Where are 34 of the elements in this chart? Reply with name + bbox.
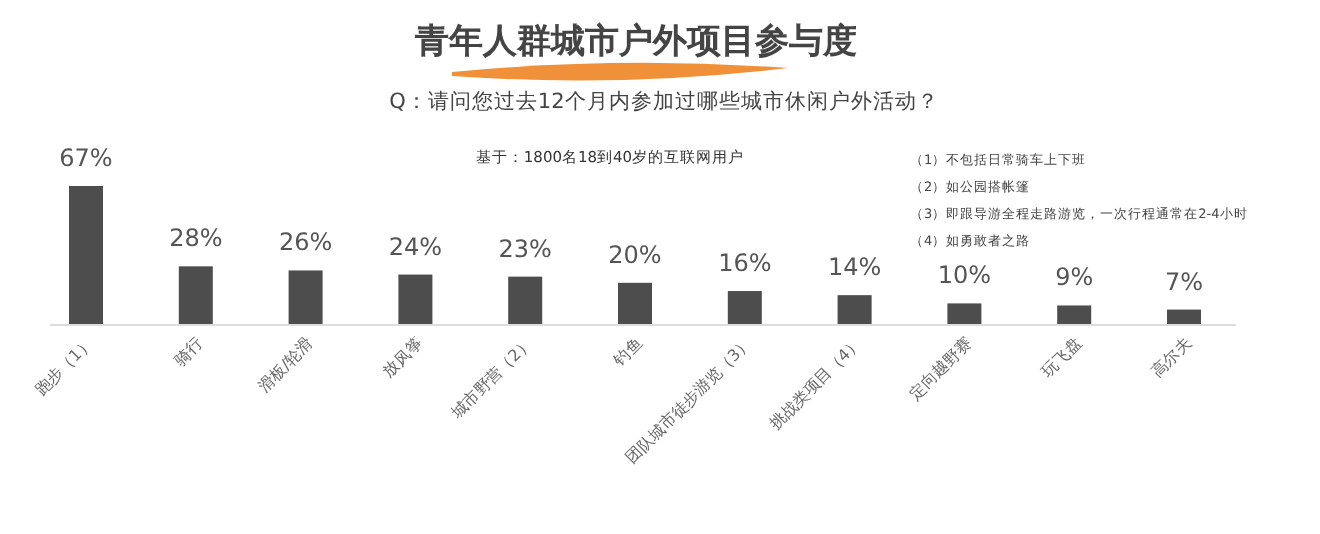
data-label: 28% (169, 224, 223, 253)
x-tick-label: 放风筝 (379, 334, 427, 381)
data-label: 16% (718, 249, 772, 278)
bar (508, 276, 543, 324)
x-tick-label: 高尔夫 (1148, 334, 1195, 381)
data-label: 26% (278, 228, 333, 257)
x-tick-label: 骑行 (171, 334, 207, 370)
bar (1167, 309, 1201, 324)
bar (837, 295, 872, 324)
bar (69, 186, 103, 324)
x-tick-label: 钓鱼 (609, 334, 646, 371)
data-label: 67% (59, 144, 113, 172)
bar (727, 291, 762, 324)
bar (288, 270, 323, 324)
x-tick-label: 定向越野赛 (905, 334, 976, 404)
x-tick-label: 跑步（1） (31, 334, 97, 400)
x-tick-label: 挑战类项目（4） (766, 334, 866, 434)
data-label: 10% (937, 261, 992, 290)
bar (618, 282, 652, 324)
chart-title: 青年人群城市户外项目参与度 (413, 22, 857, 62)
bar (398, 274, 433, 324)
bar (1057, 305, 1092, 324)
data-label: 23% (498, 234, 552, 263)
data-label: 20% (608, 240, 662, 269)
x-tick-label: 玩飞盘 (1038, 334, 1086, 381)
x-tick-label: 滑板/轮滑 (254, 334, 317, 396)
data-label: 9% (1055, 263, 1094, 292)
bar (178, 266, 213, 324)
x-tick-label: 城市野营（2） (446, 334, 537, 424)
data-label: 14% (827, 253, 882, 282)
bar (947, 303, 982, 324)
data-label: 7% (1164, 267, 1204, 296)
chart-subtitle: Q：请问您过去12个月内参加过哪些城市休闲户外活动？ (389, 88, 939, 114)
data-label: 24% (388, 232, 443, 261)
